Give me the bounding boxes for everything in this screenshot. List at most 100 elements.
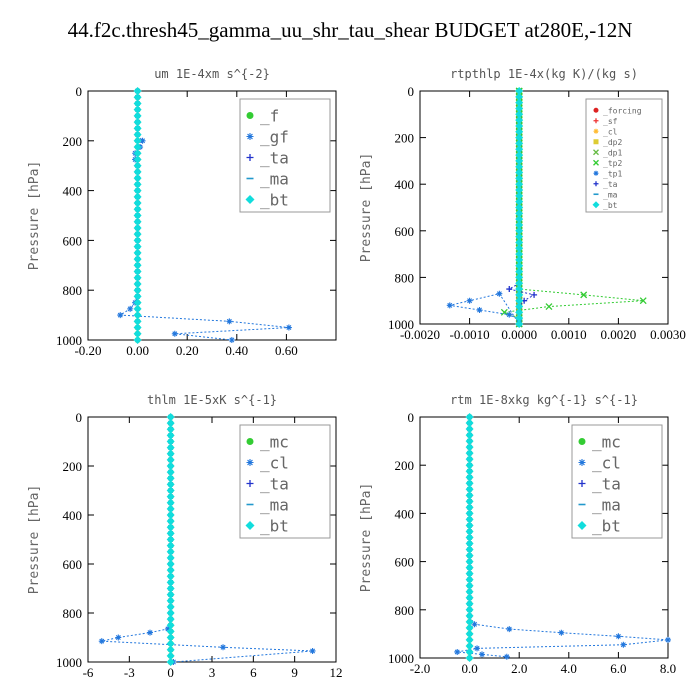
data-point — [515, 267, 524, 276]
data-point — [166, 627, 175, 636]
legend-label: _ma — [260, 496, 289, 515]
data-point — [515, 320, 524, 328]
data-point — [465, 539, 474, 548]
legend-marker — [593, 107, 599, 113]
legend-label: _bt — [592, 517, 621, 536]
data-point — [515, 285, 524, 294]
series-tp1 — [446, 111, 523, 327]
legend-label: _cl — [603, 127, 618, 136]
data-point — [166, 523, 175, 532]
data-point — [133, 99, 142, 108]
x-tick-label: 8.0 — [660, 661, 676, 676]
legend-label: _ma — [592, 496, 621, 515]
data-point — [558, 629, 565, 636]
data-point — [164, 625, 171, 632]
legend-box — [571, 424, 663, 539]
data-point — [166, 572, 175, 581]
legend-marker — [593, 118, 599, 124]
data-point — [228, 337, 235, 343]
legend-marker — [245, 195, 255, 204]
x-tick-label: -0.0010 — [450, 327, 490, 342]
x-tick-label: -3 — [124, 665, 135, 680]
data-point — [465, 629, 474, 638]
y-tick-label: 400 — [63, 184, 83, 199]
legend-label: _bt — [260, 517, 289, 536]
plot-frame — [419, 90, 669, 325]
legend-marker — [593, 170, 599, 176]
data-point — [166, 529, 175, 538]
data-point — [115, 634, 122, 641]
data-point — [166, 658, 175, 666]
data-point — [166, 553, 175, 562]
data-point — [615, 633, 622, 640]
data-point — [545, 303, 553, 310]
series-bt — [465, 413, 474, 662]
data-point — [496, 290, 503, 297]
series-line — [449, 114, 520, 326]
data-point — [166, 425, 175, 434]
data-point — [166, 492, 175, 501]
y-tick-label: 600 — [63, 233, 83, 248]
data-point — [465, 605, 474, 614]
data-point — [515, 209, 524, 218]
data-point — [465, 654, 474, 662]
legend-label: _cl — [592, 454, 621, 473]
data-point — [465, 611, 474, 620]
data-point — [133, 304, 142, 313]
data-point — [665, 636, 671, 643]
data-point — [133, 242, 142, 251]
x-tick-label: 2.0 — [511, 661, 527, 676]
data-point — [166, 462, 175, 470]
y-axis-label: Pressure [hPa] — [27, 161, 42, 271]
data-point — [515, 244, 524, 253]
data-point — [465, 461, 474, 470]
data-point — [166, 541, 175, 550]
legend-marker — [246, 154, 254, 161]
data-point — [515, 139, 524, 148]
x-tick-label: 9 — [291, 665, 298, 680]
legend-marker — [578, 438, 586, 445]
data-point — [465, 647, 474, 656]
data-point — [476, 307, 483, 314]
legend-marker — [593, 139, 599, 145]
x-tick-label: 6.0 — [610, 661, 626, 676]
data-point — [465, 521, 474, 530]
data-point — [166, 590, 175, 599]
chart-panel-4: rtm 1E-8xkg kg^{-1} s^{-1} 0 200 400 600 800 1… — [359, 393, 676, 676]
data-point — [465, 413, 474, 421]
y-tick-label: 200 — [395, 131, 415, 146]
data-point — [465, 599, 474, 608]
y-tick-label: 0 — [408, 84, 415, 99]
data-point — [166, 578, 175, 587]
y-tick-label: 600 — [395, 224, 415, 239]
data-point — [515, 255, 524, 264]
data-point — [166, 431, 175, 440]
data-point — [166, 566, 175, 575]
legend-label: _ta — [260, 149, 289, 168]
data-point — [133, 317, 142, 326]
data-point — [133, 329, 142, 338]
data-point — [133, 236, 142, 245]
y-tick-label: 800 — [395, 270, 415, 285]
data-point — [506, 311, 513, 318]
data-point — [166, 486, 175, 495]
legend-label: _sf — [603, 117, 618, 126]
x-tick-label: -0.0020 — [400, 327, 440, 342]
data-point — [515, 151, 524, 160]
legend-label: _gf — [260, 128, 289, 147]
data-point — [515, 127, 524, 136]
data-point — [166, 474, 175, 483]
data-point — [133, 255, 142, 264]
data-point — [465, 479, 474, 488]
y-tick-label: 1000 — [56, 655, 82, 670]
legend-marker — [246, 112, 254, 119]
legend-label: _tp1 — [603, 169, 622, 178]
data-point — [465, 473, 474, 482]
data-point — [474, 645, 481, 652]
data-point — [506, 286, 513, 293]
data-point — [133, 124, 142, 133]
data-point — [446, 302, 453, 309]
y-tick-label: 600 — [63, 557, 83, 572]
data-point — [166, 480, 175, 489]
y-tick-label: 400 — [63, 508, 83, 523]
